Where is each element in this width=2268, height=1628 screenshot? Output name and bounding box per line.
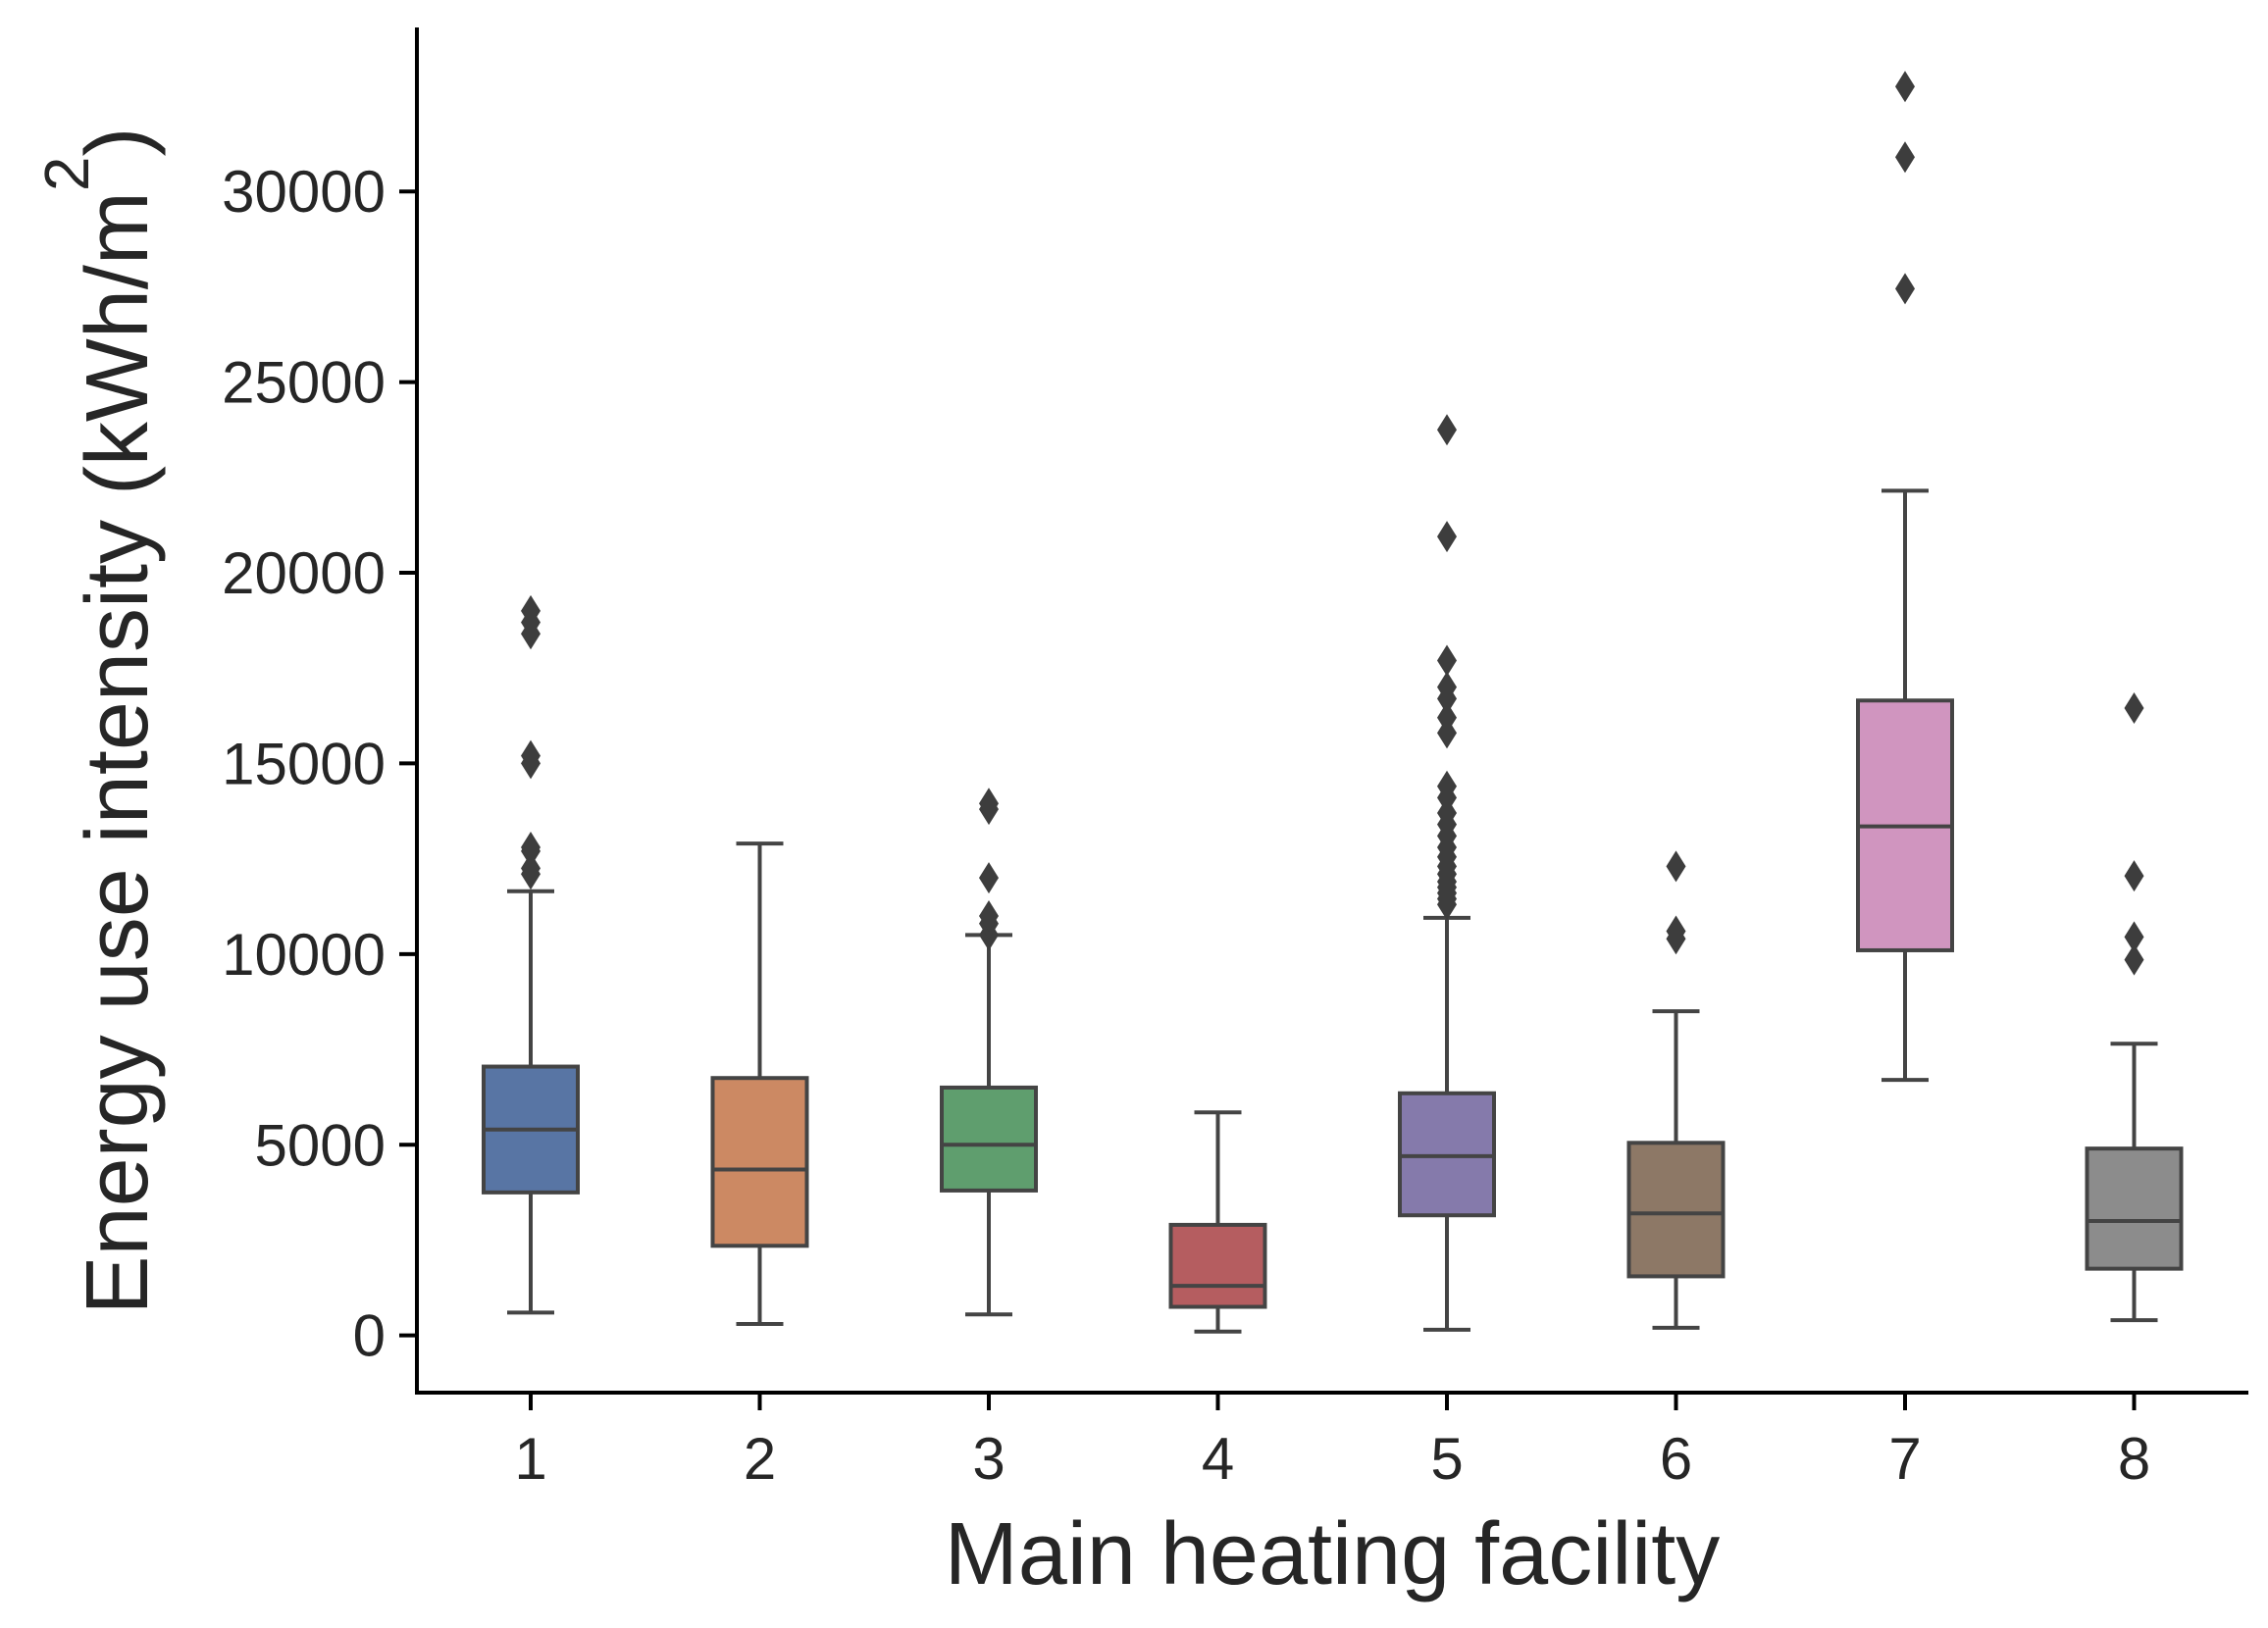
x-tick-label: 7: [1888, 1426, 1921, 1492]
outlier-point: [1437, 701, 1457, 734]
box-iqr: [1168, 1222, 1267, 1309]
outlier-point: [979, 862, 999, 894]
outlier-point: [1895, 71, 1915, 103]
box-iqr: [710, 1076, 809, 1248]
x-tick-label: 6: [1660, 1426, 1692, 1492]
x-tick-label: 8: [2118, 1426, 2150, 1492]
y-axis-title-main: Energy use intensity (kWh/m: [69, 191, 167, 1314]
y-tick-label: 30000: [222, 159, 386, 225]
y-tick-label: 20000: [222, 540, 386, 606]
outlier-point: [521, 831, 541, 863]
outlier-point: [1437, 521, 1457, 553]
box-group-1: [482, 594, 580, 1315]
outlier-point: [2124, 860, 2144, 892]
y-axis-title: Energy use intensity (kWh/m2): [31, 127, 167, 1315]
outlier-point: [2124, 921, 2144, 953]
box-group-2: [710, 841, 809, 1327]
x-tick-label: 2: [744, 1426, 776, 1492]
box-group-6: [1626, 850, 1726, 1330]
y-axis-title-group: Energy use intensity (kWh/m2): [31, 127, 167, 1315]
outlier-point: [521, 594, 541, 627]
boxes-layer: [482, 71, 2184, 1334]
box-group-4: [1168, 1110, 1267, 1334]
x-tick-label: 4: [1202, 1426, 1234, 1492]
outlier-point: [1666, 915, 1686, 947]
y-tick-label: 15000: [222, 731, 386, 796]
y-axis-title-close: ): [69, 127, 167, 157]
outlier-point: [1437, 644, 1457, 677]
y-ticks-layer: 0 5000 10000 15000 20000 25000 30000: [222, 159, 417, 1369]
outlier-point: [1437, 671, 1457, 703]
x-axis-title: Main heating facility: [945, 1505, 1720, 1603]
box-group-8: [2085, 692, 2184, 1323]
outlier-point: [979, 899, 999, 932]
axes-layer: [415, 27, 2248, 1395]
box-group-3: [940, 788, 1038, 1317]
box-group-5: [1398, 414, 1496, 1332]
outlier-point: [1895, 273, 1915, 305]
y-tick-label: 10000: [222, 922, 386, 988]
outlier-point: [2124, 692, 2144, 725]
outlier-point: [1666, 850, 1686, 883]
y-axis-title-superscript: 2: [31, 157, 102, 192]
x-ticks-layer: 1 2 3 4 5 6 7 8: [514, 1393, 2150, 1492]
box-iqr: [1626, 1141, 1726, 1279]
y-tick-label: 25000: [222, 350, 386, 416]
outlier-point: [521, 852, 541, 885]
outlier-point: [2124, 943, 2144, 976]
outlier-point: [1437, 414, 1457, 446]
box-iqr: [2085, 1146, 2184, 1271]
y-tick-label: 0: [353, 1303, 386, 1369]
outlier-point: [1437, 770, 1457, 802]
y-tick-label: 5000: [255, 1112, 386, 1178]
x-tick-label: 5: [1430, 1426, 1463, 1492]
outlier-point: [521, 739, 541, 772]
x-tick-label: 1: [514, 1426, 546, 1492]
box-group-7: [1856, 71, 1954, 1083]
box-iqr: [940, 1085, 1038, 1193]
outlier-point: [1895, 141, 1915, 174]
x-tick-label: 3: [972, 1426, 1005, 1492]
outlier-point: [979, 788, 999, 820]
